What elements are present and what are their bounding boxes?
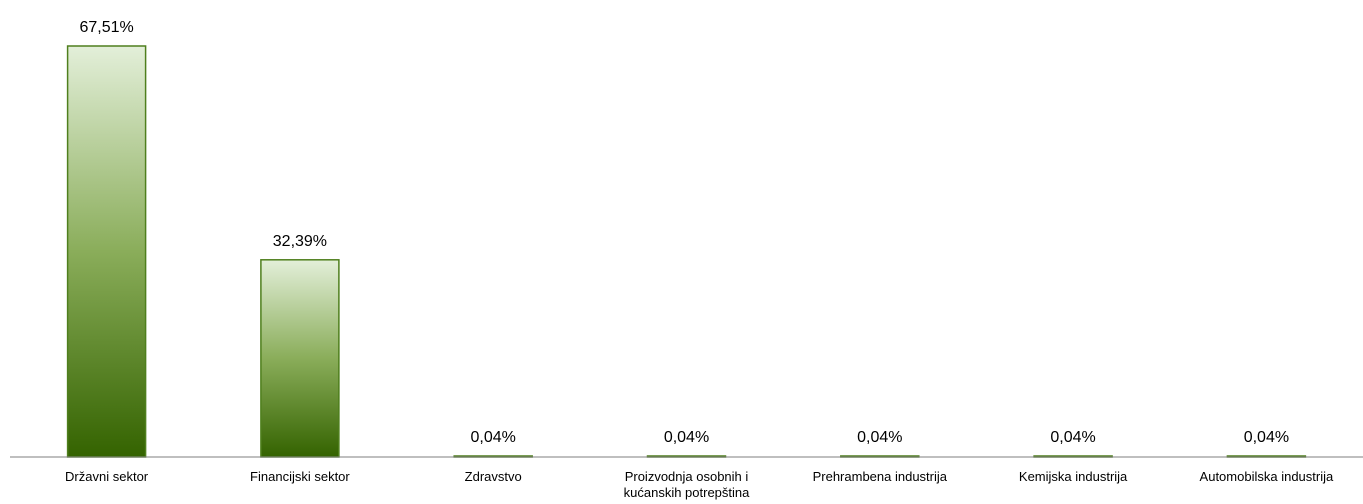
bars-layer bbox=[66, 45, 1307, 458]
category-label-1: Financijski sektor bbox=[250, 469, 350, 484]
data-label-3: 0,04% bbox=[664, 429, 709, 446]
category-label-3: Proizvodnja osobnih i kućanskih potrepšti… bbox=[624, 469, 751, 500]
category-label-4: Prehrambena industrija bbox=[813, 469, 948, 484]
data-label-0: 67,51% bbox=[79, 19, 133, 36]
data-label-1: 32,39% bbox=[273, 233, 327, 250]
bar-1 bbox=[260, 259, 340, 458]
data-label-2: 0,04% bbox=[471, 429, 516, 446]
category-label-0: Državni sektor bbox=[65, 469, 149, 484]
category-label-2: Zdravstvo bbox=[465, 469, 522, 484]
category-label-line: Proizvodnja osobnih i bbox=[625, 469, 749, 484]
category-label-6: Automobilska industrija bbox=[1200, 469, 1334, 484]
category-label-line: Financijski sektor bbox=[250, 469, 350, 484]
category-label-line: Državni sektor bbox=[65, 469, 149, 484]
category-label-line: Prehrambena industrija bbox=[813, 469, 948, 484]
bar-0 bbox=[66, 45, 147, 458]
data-label-6: 0,04% bbox=[1244, 429, 1289, 446]
data-label-4: 0,04% bbox=[857, 429, 902, 446]
category-label-line: Automobilska industrija bbox=[1200, 469, 1334, 484]
category-label-5: Kemijska industrija bbox=[1019, 469, 1128, 484]
category-label-line: kućanskih potrepština bbox=[624, 485, 751, 500]
labels-layer: 67,51% Državni sektor 32,39% Financijski se… bbox=[65, 19, 1334, 500]
data-label-5: 0,04% bbox=[1050, 429, 1095, 446]
category-label-line: Kemijska industrija bbox=[1019, 469, 1128, 484]
category-label-line: Zdravstvo bbox=[465, 469, 522, 484]
